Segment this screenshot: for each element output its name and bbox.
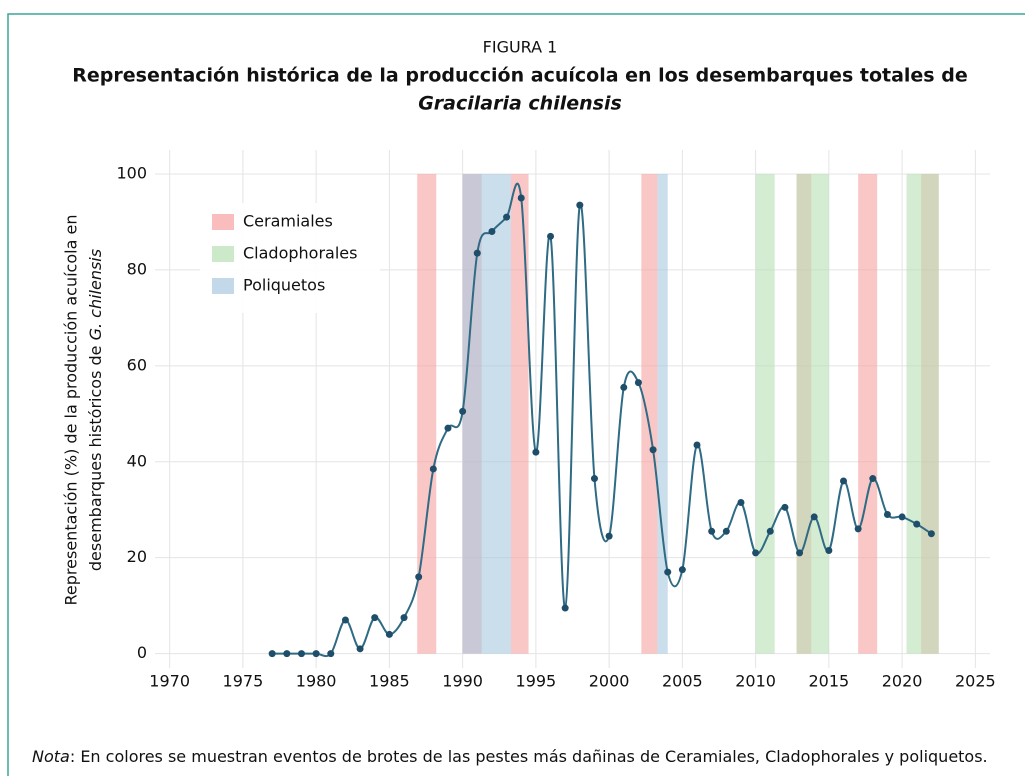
note-text: : En colores se muestran eventos de brot…: [70, 747, 988, 766]
x-tick-label: 1970: [149, 672, 190, 691]
data-point: [385, 630, 393, 638]
x-tick-label: 2000: [589, 672, 630, 691]
pest-band: [641, 173, 658, 654]
data-point: [473, 249, 481, 257]
pest-band: [657, 173, 668, 654]
data-point: [488, 228, 496, 236]
data-point: [400, 614, 408, 622]
data-point: [605, 532, 613, 540]
data-point: [752, 549, 760, 557]
note-label: Nota: [32, 747, 70, 766]
x-tick-label: 2010: [735, 672, 776, 691]
legend-label: Cladophorales: [243, 244, 357, 263]
data-point: [356, 645, 364, 653]
x-tick-label: 2015: [809, 672, 850, 691]
data-point: [444, 424, 452, 432]
data-point: [268, 650, 276, 658]
x-tick-label: 1985: [369, 672, 410, 691]
data-point: [840, 477, 848, 485]
chart-title: Representación histórica de la producció…: [72, 65, 967, 87]
data-point: [825, 546, 833, 554]
data-point: [283, 650, 291, 658]
y-label-line2-italic: G. chilensis: [86, 249, 105, 341]
pest-band: [755, 173, 775, 654]
data-point: [576, 201, 584, 209]
data-point: [547, 232, 555, 240]
pest-band: [417, 173, 437, 654]
data-point: [503, 213, 511, 221]
y-label-line2: desembarques históricos de G. chilensis: [86, 249, 105, 571]
y-tick-label: 20: [127, 547, 147, 566]
y-label: Representación (%) de la producción acuí…: [62, 215, 105, 606]
data-point: [898, 513, 906, 521]
data-point: [693, 441, 701, 449]
data-point: [297, 650, 305, 658]
x-tick-label: 1990: [442, 672, 483, 691]
y-tick-label: 60: [127, 355, 147, 374]
data-point: [913, 520, 921, 528]
data-point: [722, 527, 730, 535]
pest-band: [510, 173, 529, 654]
legend: Ceramiales Cladophorales Poliquetos: [200, 203, 380, 313]
pest-band: [796, 173, 829, 654]
data-point: [561, 604, 569, 612]
legend-swatch: [212, 246, 234, 262]
data-point: [371, 614, 379, 622]
data-point: [415, 573, 423, 581]
data-point: [620, 383, 628, 391]
data-point: [883, 511, 891, 519]
legend-label: Poliquetos: [243, 276, 325, 295]
x-tick-label: 1980: [296, 672, 337, 691]
data-point: [429, 465, 437, 473]
data-point: [796, 549, 804, 557]
data-point: [341, 616, 349, 624]
y-tick-label: 80: [127, 259, 147, 278]
pest-band: [462, 173, 511, 654]
data-point: [927, 530, 935, 538]
data-point: [649, 446, 657, 454]
data-point: [708, 527, 716, 535]
frame: [7, 13, 1025, 776]
figure-label: FIGURA 1: [483, 38, 558, 57]
x-tick-label: 2020: [882, 672, 923, 691]
data-point: [678, 566, 686, 574]
x-tick-label: 2025: [955, 672, 996, 691]
data-point: [532, 448, 540, 456]
legend-label: Ceramiales: [243, 212, 333, 231]
x-tick-label: 1975: [223, 672, 264, 691]
pest-band: [858, 173, 878, 654]
data-point: [459, 407, 467, 415]
legend-swatch: [212, 278, 234, 294]
data-point: [664, 568, 672, 576]
data-point: [327, 650, 335, 658]
y-tick-label: 0: [137, 643, 147, 662]
y-label-line2-text: desembarques históricos de: [86, 345, 105, 571]
data-point: [590, 475, 598, 483]
data-point: [781, 503, 789, 511]
chart-title-italic: Gracilaria chilensis: [418, 93, 622, 115]
data-point: [737, 499, 745, 507]
data-point: [517, 194, 525, 202]
data-point: [766, 527, 774, 535]
legend-swatch: [212, 214, 234, 230]
data-point: [810, 513, 818, 521]
data-point: [634, 379, 642, 387]
x-tick-label: 2005: [662, 672, 703, 691]
data-point: [854, 525, 862, 533]
data-point: [312, 650, 320, 658]
y-label-line1: Representación (%) de la producción acuí…: [62, 215, 81, 606]
y-tick-label: 40: [127, 451, 147, 470]
note: Nota: En colores se muestran eventos de …: [32, 747, 988, 766]
pest-band: [906, 173, 939, 654]
data-point: [869, 475, 877, 483]
x-tick-label: 1995: [516, 672, 557, 691]
y-tick-label: 100: [116, 163, 147, 182]
